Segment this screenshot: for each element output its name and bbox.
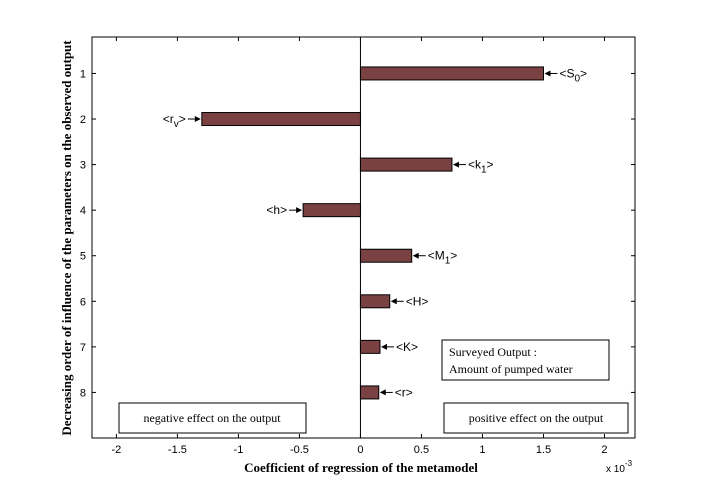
bar [359,385,380,400]
y-tick-label: 2 [80,114,86,126]
output-annotation-line2: Amount of pumped water [449,362,573,376]
axis-exponent: x 10 -3 [606,459,633,475]
bar-label: <S0> [559,66,587,84]
x-tick-label: -0.5 [290,444,309,456]
exponent-base: x 10 [606,464,625,475]
y-tick-label: 1 [80,68,86,80]
bar [359,294,391,309]
x-axis-title: Coefficient of regression of the metamod… [244,460,478,475]
label-arrow-head [380,343,387,350]
label-arrow-head [194,116,201,123]
x-tick-label: 0.5 [414,444,429,456]
label-arrow-head [412,252,419,259]
bar [359,339,381,354]
bar-labels: <S0> <rv> <k1> <h> <M1> <H> <K> <r> [163,66,587,399]
y-tick-label: 6 [80,296,86,308]
x-tick-label: 2 [601,444,607,456]
positive-effect-text: positive effect on the output [469,411,604,425]
label-arrow-head [544,70,551,77]
y-tick-label: 3 [80,160,86,172]
bar-label: <M1> [428,249,458,267]
x-tick-label: -1.5 [168,444,187,456]
output-annotation-line1: Surveyed Output : [449,345,537,359]
label-arrow-head [379,389,386,396]
bars [201,66,544,400]
positive-effect-box: positive effect on the output [443,402,629,434]
label-arrow-head [390,298,397,305]
negative-effect-text: negative effect on the output [143,411,281,425]
x-axis-ticks: -2 -1.5 -1 -0.5 0 0.5 1 1.5 2 [112,37,608,456]
bar [302,203,361,218]
bar [359,157,453,172]
y-tick-label: 4 [80,205,86,217]
y-tick-label: 8 [80,387,86,399]
bar-label: <h> [266,203,287,217]
y-axis-ticks: 1 2 3 4 5 6 7 8 [80,68,635,399]
bar-label: <H> [406,294,429,308]
bar-label: <k1> [468,158,494,176]
y-tick-label: 5 [80,251,86,263]
output-annotation-box: Surveyed Output : Amount of pumped water [441,339,610,381]
label-arrow-head [452,161,459,168]
label-arrow-head [296,207,303,214]
bar-label: <rv> [163,112,186,130]
x-tick-label: 1 [479,444,485,456]
bar [201,112,361,127]
x-tick-label: -2 [112,444,122,456]
bar-label: <K> [396,340,418,354]
y-tick-label: 7 [80,342,86,354]
bar [359,248,413,263]
x-tick-label: 1.5 [536,444,551,456]
y-axis-title: Decreasing order of influence of the par… [59,40,74,436]
bar [359,66,544,81]
bar-label: <r> [395,385,413,399]
negative-effect-box: negative effect on the output [118,402,307,434]
x-tick-label: -1 [234,444,244,456]
exponent-power: -3 [625,459,633,468]
x-tick-label: 0 [357,444,363,456]
